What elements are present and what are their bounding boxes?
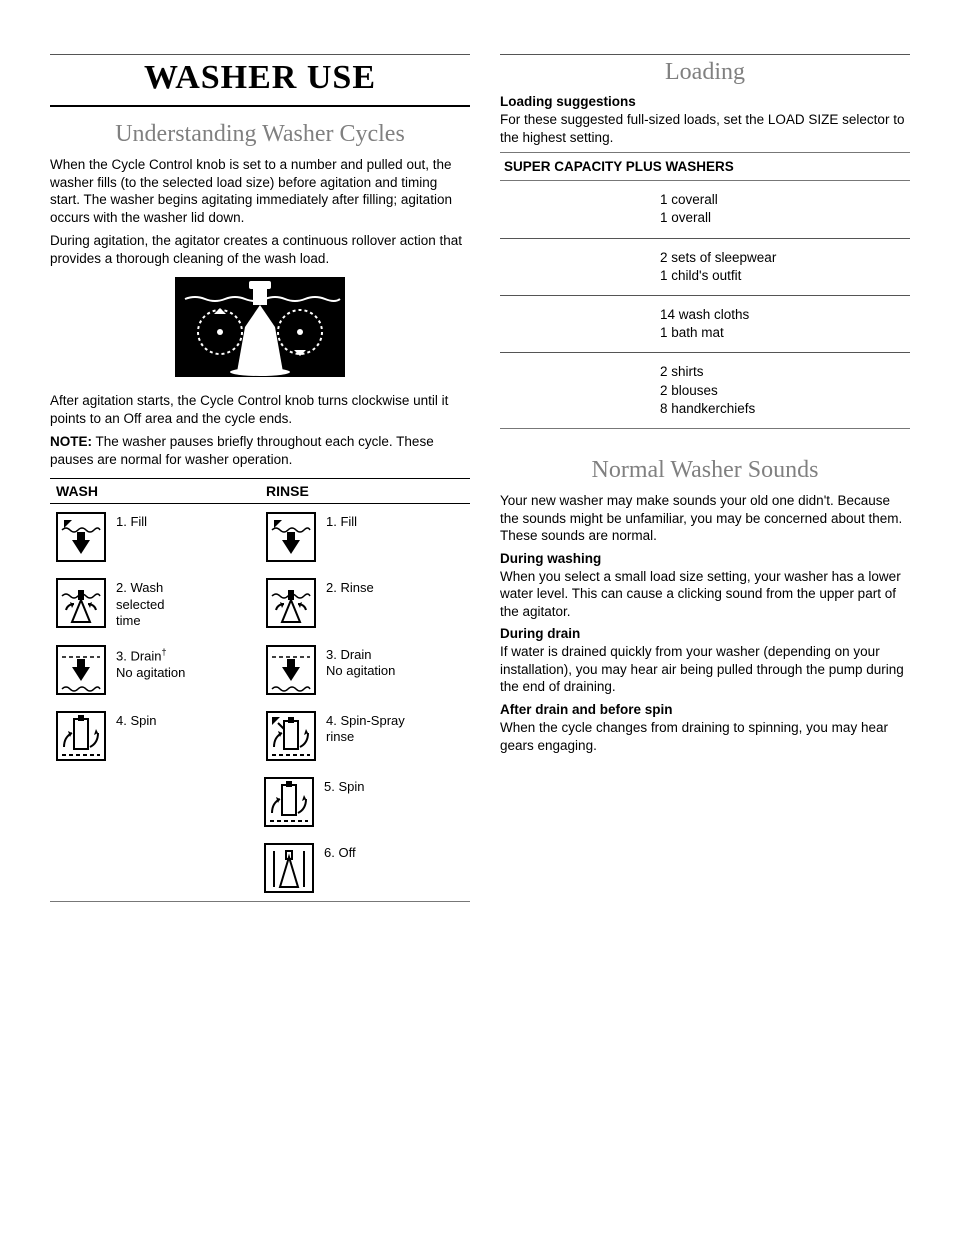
cycle-row: 3. Drain†No agitation 3. DrainNo agitatio… [50, 637, 470, 703]
drain-icon [56, 645, 106, 695]
cycle-row: 2. Washselectedtime 2. Rinse [50, 570, 470, 637]
cycle-label: 3. DrainNo agitation [326, 645, 395, 680]
empty-cell [50, 835, 258, 901]
cycle-cell-wash: 4. Spin [50, 703, 260, 769]
load-table-header: SUPER CAPACITY PLUS WASHERS [500, 152, 910, 181]
cycle-label: 4. Spin [116, 711, 156, 729]
sounds-heading: During drain [500, 626, 910, 641]
load-item: 2 shirts [660, 363, 910, 381]
load-item: 8 handkerchiefs [660, 400, 910, 418]
agitator-icon [175, 277, 345, 377]
load-item: 1 child's outfit [660, 267, 910, 285]
sounds-heading: During washing [500, 551, 910, 566]
agitate-icon [266, 578, 316, 628]
para-1: When the Cycle Control knob is set to a … [50, 156, 470, 226]
page-root: WASHER USE Understanding Washer Cycles W… [0, 0, 954, 952]
rule-under-title [50, 105, 470, 107]
load-row: 2 shirts2 blouses8 handkerchiefs [500, 353, 910, 429]
cycle-table: WASH RINSE 1. Fill 1. Fill 2. Washselected… [50, 478, 470, 902]
spin-spray-icon [266, 711, 316, 761]
cycle-row: 1. Fill 1. Fill [50, 504, 470, 570]
cycle-cell-rinse: 6. Off [258, 835, 470, 901]
section-title-loading: Loading [500, 59, 910, 86]
cycle-cell-wash: 2. Washselectedtime [50, 570, 260, 637]
cycle-cell-wash: 3. Drain†No agitation [50, 637, 260, 703]
load-rows-container: 1 coverall1 overall2 sets of sleepwear1 … [500, 181, 910, 429]
load-item: 2 sets of sleepwear [660, 249, 910, 267]
fill-icon [56, 512, 106, 562]
left-column: WASHER USE Understanding Washer Cycles W… [50, 50, 470, 902]
spin-icon [264, 777, 314, 827]
cycle-cell-wash: 1. Fill [50, 504, 260, 570]
para-2: During agitation, the agitator creates a… [50, 232, 470, 267]
load-row: 2 sets of sleepwear1 child's outfit [500, 239, 910, 296]
header-rinse: RINSE [260, 479, 470, 503]
sounds-heading: After drain and before spin [500, 702, 910, 717]
section-title-sounds: Normal Washer Sounds [500, 457, 910, 484]
load-table: SUPER CAPACITY PLUS WASHERS 1 coverall1 … [500, 152, 910, 429]
cycle-label: 6. Off [324, 843, 356, 861]
load-item: 1 bath mat [660, 324, 910, 342]
cycle-row: 5. Spin [50, 769, 470, 835]
cycle-cell-rinse: 3. DrainNo agitation [260, 637, 470, 703]
load-item: 2 blouses [660, 382, 910, 400]
sounds-sections: During washing When you select a small lo… [500, 551, 910, 754]
cycle-label: 3. Drain†No agitation [116, 645, 185, 681]
note-label: NOTE: [50, 434, 92, 449]
drain-icon [266, 645, 316, 695]
cycle-cell-rinse: 2. Rinse [260, 570, 470, 637]
para-3: After agitation starts, the Cycle Contro… [50, 392, 470, 427]
cycle-cell-rinse: 4. Spin-Sprayrinse [260, 703, 470, 769]
loading-sub: Loading suggestions [500, 94, 910, 109]
cycle-label: 1. Fill [326, 512, 357, 530]
load-row: 1 coverall1 overall [500, 181, 910, 238]
cycle-table-header: WASH RINSE [50, 479, 470, 504]
cycle-label: 2. Rinse [326, 578, 374, 596]
loading-text: For these suggested full-sized loads, se… [500, 111, 910, 146]
header-wash: WASH [50, 479, 260, 503]
off-icon [264, 843, 314, 893]
empty-cell [50, 769, 258, 835]
load-item: 1 overall [660, 209, 910, 227]
rule-top-right [500, 54, 910, 55]
sounds-intro: Your new washer may make sounds your old… [500, 492, 910, 545]
cycle-label: 2. Washselectedtime [116, 578, 164, 629]
note-text: The washer pauses briefly throughout eac… [50, 434, 434, 467]
section-title-cycles: Understanding Washer Cycles [50, 121, 470, 148]
cycle-rows-container: 1. Fill 1. Fill 2. Washselectedtime 2. Rins… [50, 504, 470, 901]
sounds-text: When you select a small load size settin… [500, 568, 910, 621]
load-item: 1 coverall [660, 191, 910, 209]
rule-top [50, 54, 470, 55]
load-item: 14 wash cloths [660, 306, 910, 324]
load-row: 14 wash cloths1 bath mat [500, 296, 910, 353]
fill-icon [266, 512, 316, 562]
note-para: NOTE: The washer pauses briefly througho… [50, 433, 470, 468]
cycle-label: 5. Spin [324, 777, 364, 795]
main-title: WASHER USE [50, 59, 470, 97]
cycle-cell-rinse: 1. Fill [260, 504, 470, 570]
right-column: Loading Loading suggestions For these su… [500, 50, 910, 902]
cycle-label: 4. Spin-Sprayrinse [326, 711, 405, 746]
sounds-text: When the cycle changes from draining to … [500, 719, 910, 754]
agitator-figure [50, 277, 470, 382]
cycle-cell-rinse: 5. Spin [258, 769, 470, 835]
sounds-text: If water is drained quickly from your wa… [500, 643, 910, 696]
spin-icon [56, 711, 106, 761]
cycle-row: 6. Off [50, 835, 470, 901]
agitate-icon [56, 578, 106, 628]
cycle-label: 1. Fill [116, 512, 147, 530]
cycle-row: 4. Spin 4. Spin-Sprayrinse [50, 703, 470, 769]
